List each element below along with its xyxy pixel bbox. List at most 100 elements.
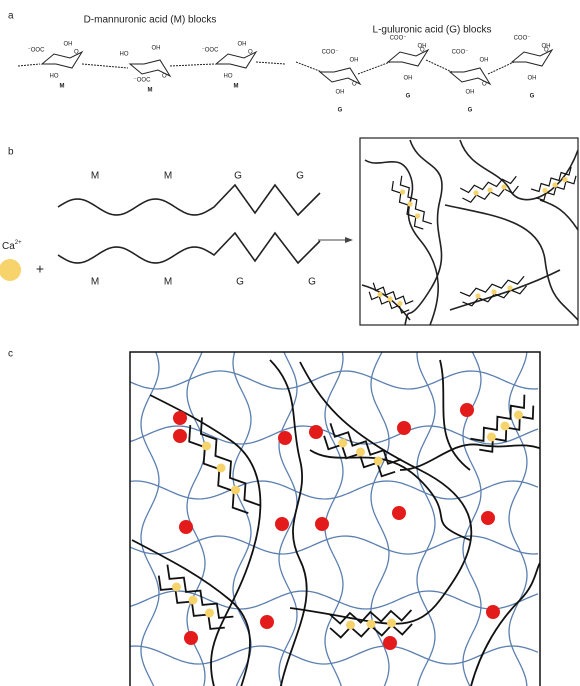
block-label: M bbox=[164, 171, 172, 182]
ca-ion bbox=[400, 189, 405, 194]
crosslink bbox=[392, 506, 406, 520]
crosslink bbox=[309, 425, 323, 439]
unit-label: G bbox=[406, 94, 411, 100]
ca-ion bbox=[487, 187, 492, 192]
block-label: G bbox=[308, 277, 316, 288]
ca-ion bbox=[562, 177, 567, 182]
ca-ion bbox=[542, 188, 547, 193]
page: {"panel_a": {"label": "a", "m_title": "D… bbox=[0, 0, 580, 686]
ca-ion bbox=[377, 292, 382, 297]
group-label: ⁻OOC bbox=[134, 78, 152, 84]
ca-ion bbox=[205, 609, 214, 618]
crosslink bbox=[486, 605, 500, 619]
g-title: L-guluronic acid (G) blocks bbox=[373, 25, 492, 36]
polymer-strand bbox=[130, 536, 538, 554]
ca-ion bbox=[346, 621, 355, 630]
unit-label: G bbox=[530, 94, 535, 100]
m-title: D-mannuronic acid (M) blocks bbox=[84, 15, 217, 26]
group-label: ⁻OOC bbox=[28, 48, 46, 54]
figure: a D-mannuronic acid (M) blocks L-guluron… bbox=[0, 0, 580, 686]
plus: + bbox=[36, 261, 44, 277]
crosslink bbox=[260, 615, 274, 629]
alginate-chain bbox=[58, 185, 320, 215]
block-label: M bbox=[91, 277, 99, 288]
crosslink bbox=[275, 517, 289, 531]
unit-label: G bbox=[468, 108, 473, 114]
crosslink bbox=[173, 411, 187, 425]
polymer-strand bbox=[463, 352, 481, 686]
ca-ion bbox=[189, 596, 198, 605]
ring-atom: O bbox=[482, 82, 487, 88]
gel-box bbox=[360, 138, 578, 325]
ca-ion bbox=[387, 296, 392, 301]
gel-network bbox=[362, 140, 578, 325]
zigzag-chain bbox=[369, 292, 409, 313]
alginate-chain bbox=[58, 233, 320, 263]
ca-ion bbox=[356, 448, 365, 457]
ring-atom: O bbox=[74, 50, 79, 56]
panel-label: c bbox=[8, 349, 13, 360]
ring-atom: O bbox=[352, 82, 357, 88]
crosslink bbox=[315, 517, 329, 531]
group-label: OH bbox=[404, 76, 413, 82]
ca-ion bbox=[552, 182, 557, 187]
group-label: COO⁻ bbox=[452, 50, 469, 56]
group-label: COO⁻ bbox=[514, 36, 531, 42]
ring-atom: O bbox=[162, 74, 167, 80]
ca-ion bbox=[475, 293, 480, 298]
group-label: OH bbox=[336, 90, 345, 96]
crosslink bbox=[278, 431, 292, 445]
unit-label: M bbox=[148, 88, 153, 94]
group-label: ⁻OOC bbox=[202, 48, 220, 54]
panel-label: a bbox=[8, 11, 14, 22]
unit-label: M bbox=[60, 84, 65, 90]
alginate-chain bbox=[150, 395, 260, 686]
block-label: M bbox=[164, 277, 172, 288]
ca-ion bbox=[501, 422, 510, 431]
polymer-strand bbox=[417, 352, 435, 686]
ca-ion bbox=[473, 190, 478, 195]
ca-ion bbox=[487, 433, 496, 442]
group-label: OH bbox=[238, 42, 247, 48]
crosslink bbox=[179, 520, 193, 534]
ca-ion bbox=[231, 486, 240, 495]
crosslink bbox=[481, 511, 495, 525]
polymer-strand bbox=[130, 646, 538, 664]
ca-ion bbox=[387, 619, 396, 628]
group-label: OH bbox=[350, 58, 359, 64]
group-label: COO⁻ bbox=[390, 36, 407, 42]
gel-network bbox=[130, 352, 545, 686]
group-label: OH bbox=[542, 44, 551, 50]
ca-ion bbox=[0, 259, 21, 281]
group-label: COO⁻ bbox=[322, 50, 339, 56]
crosslink bbox=[397, 421, 411, 435]
panel-label: b bbox=[8, 147, 14, 158]
unit-label: G bbox=[338, 108, 343, 114]
polymer-strand bbox=[233, 352, 251, 686]
group-label: HO bbox=[224, 74, 233, 80]
ca-ion bbox=[374, 457, 383, 466]
ca-ion bbox=[202, 442, 211, 451]
alginate-chain bbox=[470, 560, 545, 686]
ca-ion bbox=[397, 301, 402, 306]
block-label: M bbox=[91, 171, 99, 182]
group-label: OH bbox=[418, 44, 427, 50]
group-label: HO bbox=[120, 52, 129, 58]
group-label: OH bbox=[152, 46, 161, 52]
polymer-strand bbox=[371, 352, 389, 686]
crosslink bbox=[460, 403, 474, 417]
alginate-chain bbox=[132, 540, 250, 686]
group-label: OH bbox=[466, 90, 475, 96]
ca-ion bbox=[407, 201, 412, 206]
block-label: G bbox=[234, 171, 242, 182]
ca-ion bbox=[491, 289, 496, 294]
ring-atom: O bbox=[248, 50, 253, 56]
ca-ion bbox=[217, 464, 226, 473]
group-label: HO bbox=[50, 74, 59, 80]
block-label: G bbox=[236, 277, 244, 288]
group-label: OH bbox=[480, 58, 489, 64]
ca-ion bbox=[514, 411, 523, 420]
ca-ion bbox=[338, 439, 347, 448]
